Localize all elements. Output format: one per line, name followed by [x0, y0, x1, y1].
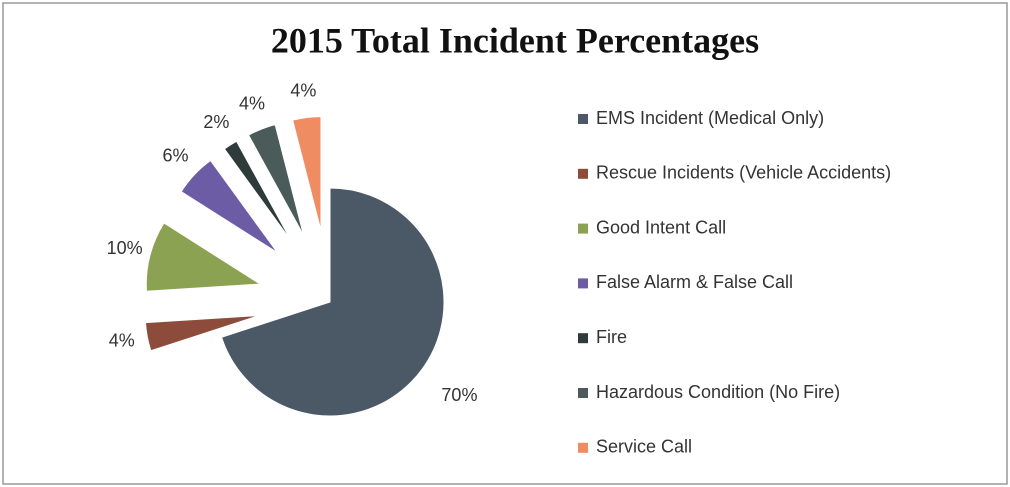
- pie: 70% 4% 10% 6% 2% 4% 4%: [107, 80, 477, 417]
- legend: EMS Incident (Medical Only) Rescue Incide…: [578, 108, 891, 457]
- data-label: 4%: [109, 330, 135, 350]
- legend-swatch: [578, 168, 588, 179]
- data-label: 6%: [162, 146, 188, 166]
- legend-label: Good Intent Call: [596, 217, 726, 237]
- data-label: 4%: [239, 94, 265, 114]
- pie-slice: [145, 222, 262, 292]
- legend-swatch: [578, 442, 588, 453]
- chart-title: 2015 Total Incident Percentages: [271, 20, 759, 60]
- legend-swatch: [578, 333, 588, 344]
- data-label: 2%: [203, 112, 229, 132]
- legend-label: Fire: [596, 327, 627, 347]
- legend-label: EMS Incident (Medical Only): [596, 108, 824, 128]
- legend-label: False Alarm & False Call: [596, 272, 793, 292]
- legend-label: Service Call: [596, 437, 692, 457]
- pie-slice: [223, 140, 292, 242]
- pie-slice: [220, 187, 445, 417]
- legend-label: Hazardous Condition (No Fire): [596, 382, 840, 402]
- pie-slice: [247, 124, 304, 236]
- legend-swatch: [578, 278, 588, 289]
- pie-slice: [292, 116, 322, 231]
- data-label: 4%: [290, 80, 316, 100]
- data-label: 10%: [107, 238, 143, 258]
- pie-slice: [144, 314, 260, 352]
- legend-swatch: [578, 388, 588, 398]
- pie-slice: [180, 159, 278, 254]
- legend-swatch: [578, 114, 588, 124]
- data-label: 70%: [441, 385, 477, 405]
- legend-swatch: [578, 223, 588, 234]
- legend-label: Rescue Incidents (Vehicle Accidents): [596, 163, 891, 183]
